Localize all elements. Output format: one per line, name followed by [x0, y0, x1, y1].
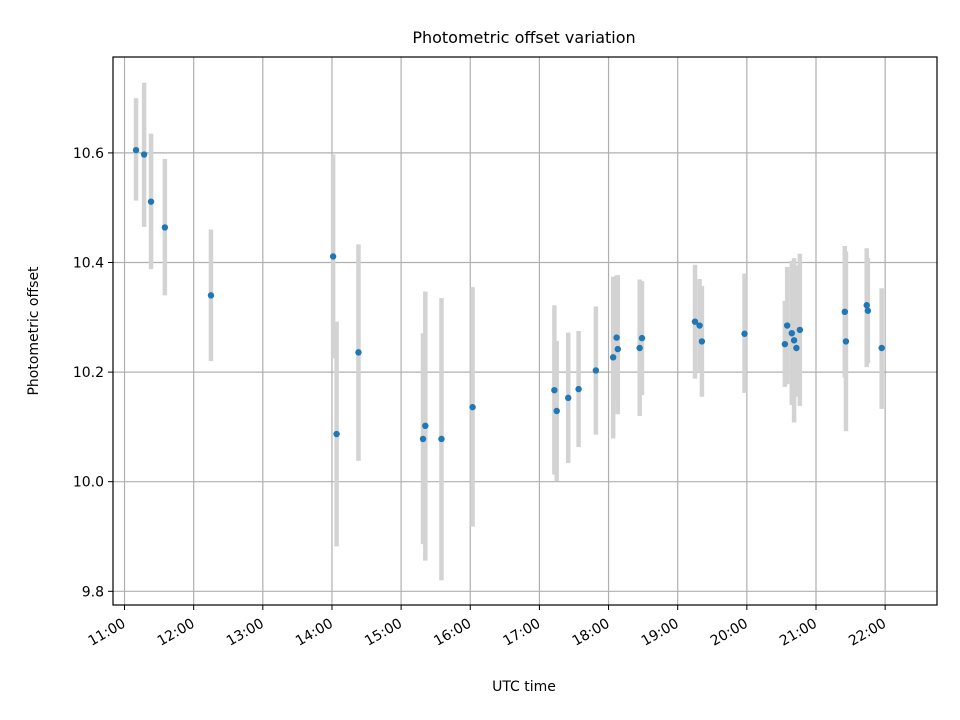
x-axis-label: UTC time — [492, 679, 556, 695]
data-point — [796, 326, 804, 334]
data-point — [864, 307, 872, 314]
y-tick-label: 9.8 — [82, 584, 104, 600]
plot-frame — [112, 56, 938, 606]
data-point — [696, 322, 703, 329]
data-point — [878, 344, 885, 352]
data-point — [781, 340, 789, 348]
data-point — [638, 334, 646, 342]
data-point — [592, 367, 600, 374]
data-point — [863, 302, 870, 309]
data-point — [438, 435, 445, 443]
y-axis-label: Photometric offset — [26, 266, 42, 396]
data-point — [575, 385, 582, 393]
data-point — [329, 253, 337, 260]
data-point — [551, 386, 558, 394]
data-point — [207, 292, 215, 299]
data-point — [140, 151, 148, 158]
data-points — [132, 146, 885, 443]
data-point — [842, 338, 850, 345]
y-tick-label: 10.4 — [73, 256, 104, 272]
data-point — [790, 337, 798, 344]
data-point — [469, 403, 476, 411]
grid — [113, 57, 937, 605]
data-point — [614, 345, 621, 353]
chart-title: Photometric offset variation — [412, 28, 635, 47]
data-point — [783, 322, 791, 329]
data-point — [613, 334, 620, 341]
data-point — [422, 422, 429, 430]
data-point — [553, 407, 560, 415]
data-point — [691, 318, 699, 325]
data-point — [419, 435, 427, 443]
data-point — [565, 394, 572, 402]
data-point — [161, 224, 169, 231]
data-point — [793, 344, 800, 352]
data-point — [841, 308, 849, 316]
data-point — [333, 430, 340, 438]
data-point — [355, 349, 362, 356]
data-point — [741, 330, 748, 337]
data-point — [132, 146, 140, 154]
data-point — [147, 198, 155, 205]
y-tick-label: 10.2 — [73, 365, 104, 381]
data-point — [609, 354, 617, 361]
y-tick-label: 10.0 — [73, 475, 104, 491]
data-point — [788, 329, 795, 337]
data-point — [698, 338, 706, 345]
y-tick-label: 10.6 — [73, 146, 104, 162]
data-point — [636, 344, 643, 352]
